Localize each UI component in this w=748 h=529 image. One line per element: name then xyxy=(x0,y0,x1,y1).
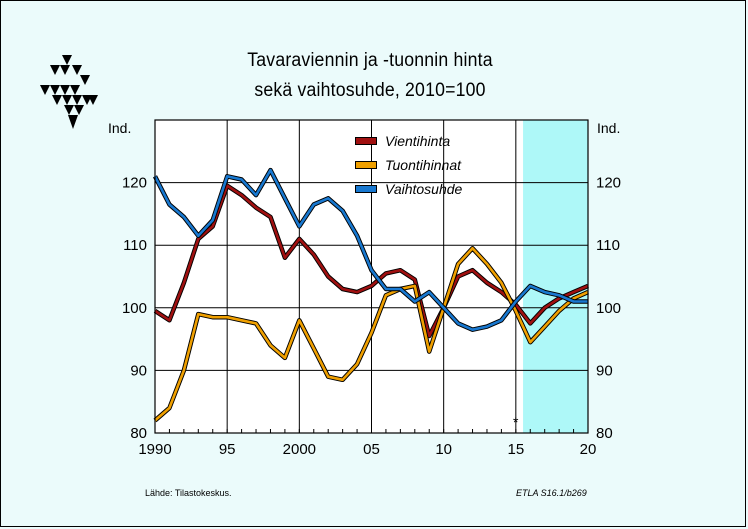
forecast-band xyxy=(523,120,588,433)
y-tick-label-left: 120 xyxy=(122,175,147,192)
x-tick-label: 20 xyxy=(580,441,597,458)
series-line-tuontihinnat xyxy=(154,247,589,422)
forecast-marker: * xyxy=(513,414,519,430)
y-tick-label-right: 80 xyxy=(596,425,613,442)
y-tick-label-right: 120 xyxy=(596,175,621,192)
chart-title-line2: sekä vaihtosuhde, 2010=100 xyxy=(254,80,486,101)
y-axis-unit-right: Ind. xyxy=(597,120,621,136)
plot-border xyxy=(154,119,589,434)
x-tick-label: 1990 xyxy=(138,441,171,458)
y-tick-label-right: 90 xyxy=(596,362,613,379)
x-tick-label: 05 xyxy=(363,441,380,458)
source-note: Lähde: Tilastokeskus. xyxy=(145,488,232,498)
etla-logo xyxy=(40,55,98,129)
y-tick-label-left: 100 xyxy=(122,300,147,317)
y-tick-label-left: 110 xyxy=(123,237,147,254)
y-tick-label-left: 90 xyxy=(130,362,147,379)
chart-code: ETLA S16.1/b269 xyxy=(516,488,587,498)
x-tick-label: 95 xyxy=(219,441,236,458)
chart-title-line1: Tavaraviennin ja -tuonnin hinta xyxy=(247,50,493,71)
y-axis-unit-left: Ind. xyxy=(108,120,132,136)
x-tick-label: 15 xyxy=(507,441,524,458)
legend-label-vientihinta: Vientihinta xyxy=(385,133,450,149)
x-tick-label: 10 xyxy=(435,441,452,458)
series-line-vaihtosuhde xyxy=(153,168,588,332)
y-tick-label-right: 110 xyxy=(596,237,620,254)
legend-label-tuontihinnat: Tuontihinnat xyxy=(385,157,462,173)
x-tick-label: 2000 xyxy=(283,441,316,458)
y-tick-label-left: 80 xyxy=(130,425,147,442)
y-tick-label-right: 100 xyxy=(596,300,621,317)
legend-label-vaihtosuhde: Vaihtosuhde xyxy=(385,181,463,197)
